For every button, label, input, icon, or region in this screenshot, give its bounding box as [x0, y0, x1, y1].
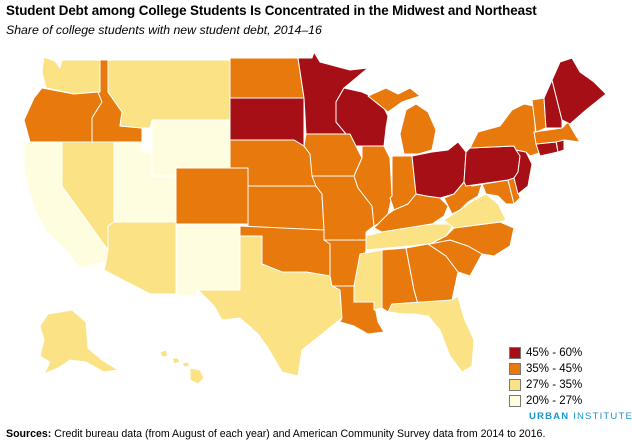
state-ak: [39, 309, 119, 375]
state-mt: [107, 59, 231, 129]
map-legend: 45% - 60% 35% - 45% 27% - 35% 20% - 27%: [509, 345, 609, 409]
sources-label: Sources:: [6, 428, 52, 440]
legend-swatch: [509, 347, 521, 359]
state-il: [353, 145, 393, 227]
state-nc: [429, 221, 515, 257]
state-me: [551, 57, 607, 125]
legend-label: 35% - 45%: [526, 363, 583, 375]
state-co: [175, 167, 249, 225]
state-wa: [41, 56, 101, 95]
legend-item-3: 27% - 35%: [509, 377, 609, 393]
chart-subtitle: Share of college students with new stude…: [6, 23, 322, 37]
state-tn: [365, 223, 455, 251]
state-nm: [175, 223, 241, 297]
urban-institute-logo: URBAN INSTITUTE: [529, 411, 632, 422]
legend-label: 20% - 27%: [526, 395, 583, 407]
us-choropleth-map: [23, 51, 607, 385]
state-nj: [513, 149, 533, 195]
legend-item-1: 45% - 60%: [509, 345, 609, 361]
state-fl: [387, 295, 475, 373]
legend-label: 45% - 60%: [526, 347, 583, 359]
legend-swatch: [509, 379, 521, 391]
state-ma: [533, 121, 581, 145]
state-tx: [197, 235, 343, 377]
state-nd: [229, 57, 305, 99]
legend-item-4: 20% - 27%: [509, 393, 609, 409]
state-ks: [247, 185, 325, 231]
sources-note: Sources: Credit bureau data (from August…: [6, 428, 545, 440]
state-or: [23, 87, 103, 143]
legend-item-2: 35% - 45%: [509, 361, 609, 377]
legend-swatch: [509, 395, 521, 407]
legend-label: 27% - 35%: [526, 379, 583, 391]
legend-swatch: [509, 363, 521, 375]
state-hi: [159, 349, 205, 385]
state-mi: [367, 87, 437, 155]
state-sd: [229, 97, 305, 147]
state-nh: [543, 79, 563, 129]
state-va: [443, 193, 507, 229]
state-az: [103, 221, 177, 295]
sources-text: Credit bureau data (from August of each …: [51, 428, 546, 440]
chart-title: Student Debt among College Students Is C…: [6, 3, 537, 18]
